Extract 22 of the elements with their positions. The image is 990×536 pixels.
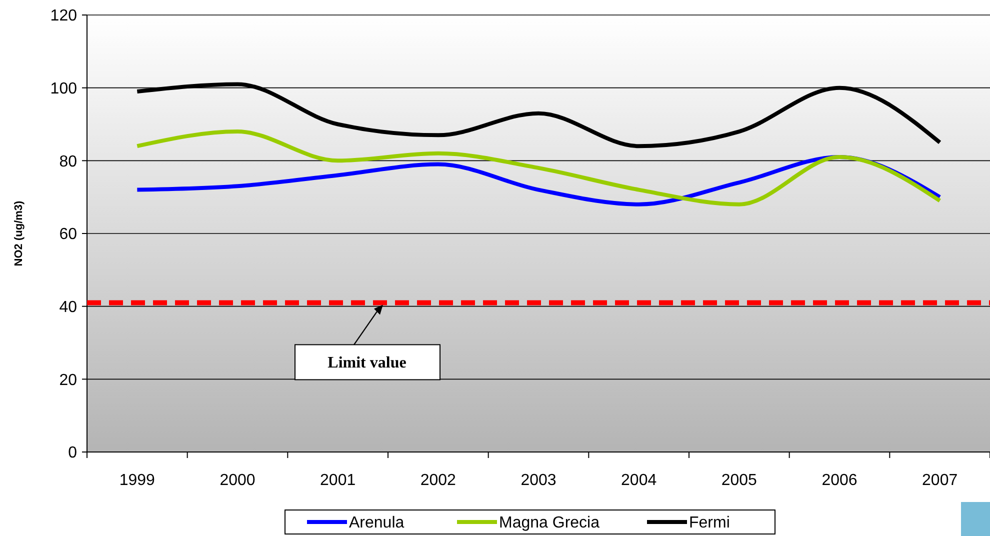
x-tick-label: 2005 (721, 472, 758, 489)
y-tick-label: 60 (59, 226, 78, 244)
y-tick-label: 80 (59, 153, 78, 170)
line-series (135, 130, 942, 206)
y-axis-title: NO2 (ug/m3) (13, 200, 25, 266)
y-tick-label: 100 (50, 80, 78, 98)
ref-line-label: Limit value (328, 354, 406, 372)
x-tick-label: 2003 (520, 472, 556, 489)
y-tick-label: 120 (50, 8, 78, 25)
x-tick-label: 2004 (621, 472, 657, 489)
x-tick-label: 2002 (420, 472, 456, 489)
y-tick-label: 20 (59, 372, 78, 389)
x-tick-label: 2007 (922, 472, 958, 489)
x-tick-label: 2000 (220, 472, 256, 489)
x-tick-label: 2001 (320, 472, 356, 489)
y-tick-label: 40 (59, 298, 78, 316)
legend-label: Fermi (689, 514, 730, 532)
x-tick-label: 2006 (822, 472, 858, 489)
legend-label: Magna Grecia (499, 514, 600, 532)
x-tick-label: 1999 (119, 472, 156, 489)
y-tick-label: 0 (68, 444, 78, 462)
legend-label: Arenula (349, 514, 404, 532)
